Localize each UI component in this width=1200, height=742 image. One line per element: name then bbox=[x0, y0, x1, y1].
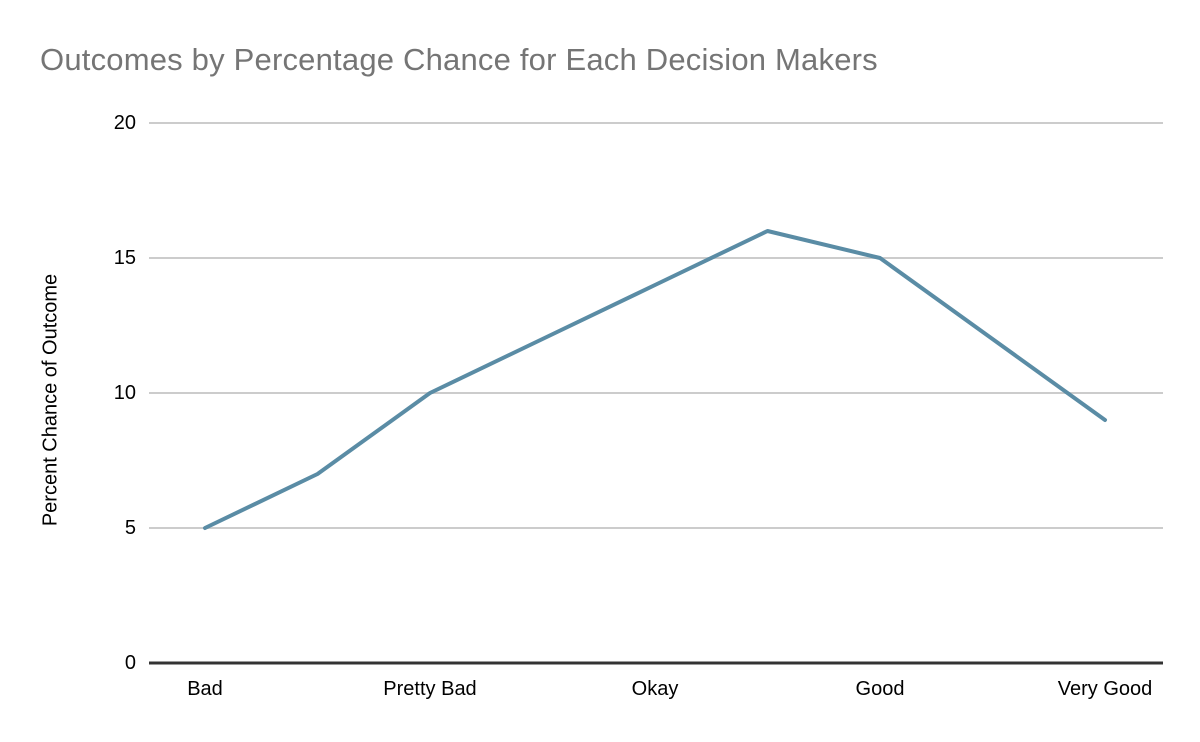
x-axis-label-very-good: Very Good bbox=[1057, 678, 1153, 700]
x-axis-label-good: Good bbox=[855, 678, 905, 700]
y-tick-label-5: 5 bbox=[124, 517, 136, 539]
series-line bbox=[203, 229, 1107, 530]
y-tick-label-10: 10 bbox=[113, 382, 136, 404]
chart-title: Outcomes by Percentage Chance for Each D… bbox=[40, 42, 878, 77]
y-tick-label-20: 20 bbox=[113, 112, 136, 134]
y-tick-label-0: 0 bbox=[124, 652, 136, 674]
x-axis-label-okay: Okay bbox=[631, 678, 679, 700]
x-axis-label-bad: Bad bbox=[187, 678, 223, 700]
y-tick-label-15: 15 bbox=[113, 247, 136, 269]
x-axis-label-pretty-bad: Pretty Bad bbox=[383, 678, 477, 700]
